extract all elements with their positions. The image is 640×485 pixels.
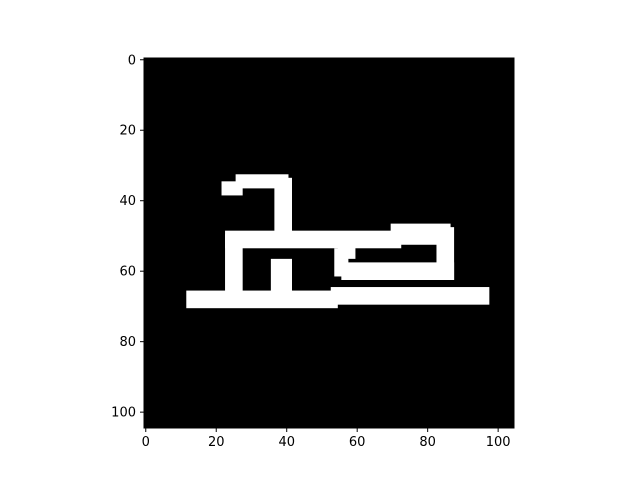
y-tick-label: 40 [119,194,136,209]
heatmap-stroke-region [330,287,490,305]
heatmap-stroke-region [225,234,243,302]
heatmap-stroke-region [186,290,338,309]
x-tick-label: 60 [349,435,366,450]
x-tick-label: 0 [142,435,150,450]
x-tick-label: 40 [278,435,295,450]
y-tick-label: 80 [119,335,136,350]
x-tick-label: 20 [208,435,225,450]
heatmap-stroke-region [270,258,292,302]
y-tick-label: 0 [128,53,136,68]
y-tick-label: 60 [119,265,136,280]
y-tick-label: 20 [119,124,136,139]
heatmap-stroke-region [390,223,451,245]
plot-frame [143,57,515,429]
heatmap-stroke-region [341,262,455,280]
heatmap-stroke-region [274,177,292,245]
heatmap-stroke-region [225,230,402,249]
x-tick-label: 100 [486,435,511,450]
x-tick-label: 80 [419,435,436,450]
y-tick-label: 100 [111,406,136,421]
heatmap-stroke-region [337,241,356,259]
